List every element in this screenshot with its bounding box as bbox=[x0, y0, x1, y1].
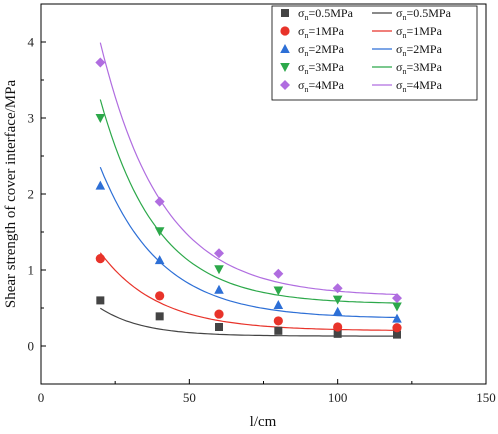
legend-value: =4MPa bbox=[406, 78, 442, 92]
legend-subscript: n bbox=[304, 49, 308, 58]
fit-curve-4 bbox=[99, 42, 398, 296]
y-tick-label: 4 bbox=[28, 35, 35, 50]
legend-value: =1MPa bbox=[308, 24, 344, 38]
legend-symbol: σ bbox=[298, 24, 305, 38]
legend-symbol: σ bbox=[396, 60, 403, 74]
fit-curves bbox=[99, 42, 398, 337]
data-point bbox=[155, 312, 164, 321]
data-point bbox=[95, 114, 106, 123]
data-point bbox=[95, 254, 105, 264]
legend-value: =0.5MPa bbox=[406, 6, 451, 20]
legend-symbol: σ bbox=[298, 60, 305, 74]
data-point bbox=[154, 255, 165, 265]
axis-ticks: 0 50 100 150 0 1 2 3 4 bbox=[28, 35, 496, 406]
data-point bbox=[154, 227, 165, 237]
fit-curve-0 bbox=[99, 307, 397, 337]
legend-subscript: n bbox=[402, 67, 406, 76]
legend-fit-label: σn=1MPa bbox=[396, 24, 443, 40]
legend-marker bbox=[280, 44, 290, 53]
x-tick-label: 0 bbox=[38, 390, 45, 405]
legend-fit-label: σn=3MPa bbox=[396, 60, 443, 76]
data-point bbox=[155, 291, 165, 301]
legend-fit-label: σn=4MPa bbox=[396, 78, 443, 94]
x-tick-label: 50 bbox=[183, 390, 196, 405]
x-axis-title: l/cm bbox=[250, 414, 277, 430]
data-point bbox=[214, 248, 224, 259]
legend-label: σn=3MPa bbox=[298, 60, 345, 76]
data-point bbox=[214, 265, 224, 275]
legend-symbol: σ bbox=[298, 6, 305, 20]
legend-marker bbox=[280, 26, 290, 36]
x-tick-label: 150 bbox=[476, 390, 496, 405]
data-point bbox=[154, 196, 165, 207]
legend-marker bbox=[280, 80, 290, 90]
legend-fit-label: σn=2MPa bbox=[396, 42, 443, 58]
y-tick-label: 3 bbox=[28, 111, 35, 126]
data-point bbox=[332, 295, 343, 305]
legend-label: σn=4MPa bbox=[298, 78, 345, 94]
data-point bbox=[273, 316, 283, 326]
fit-curve-2 bbox=[99, 166, 398, 319]
legend-subscript: n bbox=[402, 49, 406, 58]
legend-subscript: n bbox=[304, 31, 308, 40]
data-point bbox=[214, 284, 224, 294]
legend-symbol: σ bbox=[298, 78, 305, 92]
legend-box bbox=[271, 5, 478, 101]
y-tick-label: 1 bbox=[28, 263, 35, 278]
data-point bbox=[273, 268, 284, 279]
data-point bbox=[333, 322, 343, 332]
data-point bbox=[214, 309, 224, 319]
y-tick-label: 2 bbox=[28, 187, 35, 202]
legend-value: =0.5MPa bbox=[308, 6, 353, 20]
legend-subscript: n bbox=[402, 13, 406, 22]
data-point bbox=[273, 299, 284, 309]
legend-subscript: n bbox=[304, 67, 308, 76]
legend-value: =3MPa bbox=[308, 60, 344, 74]
legend-marker bbox=[281, 9, 289, 17]
data-point bbox=[215, 323, 223, 331]
data-point bbox=[332, 306, 343, 316]
legend-symbol: σ bbox=[396, 42, 403, 56]
legend-subscript: n bbox=[402, 31, 406, 40]
legend-label: σn=1MPa bbox=[298, 24, 345, 40]
legend-value: =3MPa bbox=[406, 60, 442, 74]
legend-subscript: n bbox=[304, 85, 308, 94]
legend-fit-label: σn=0.5MPa bbox=[396, 6, 452, 22]
legend-value: =4MPa bbox=[308, 78, 344, 92]
data-point bbox=[392, 313, 402, 323]
data-point bbox=[273, 286, 284, 296]
y-tick-label: 0 bbox=[28, 339, 35, 354]
legend-label: σn=0.5MPa bbox=[298, 6, 354, 22]
fit-curve-3 bbox=[99, 99, 398, 304]
legend-subscript: n bbox=[402, 85, 406, 94]
legend-label: σn=2MPa bbox=[298, 42, 345, 58]
legend-symbol: σ bbox=[396, 78, 403, 92]
legend-value: =2MPa bbox=[406, 42, 442, 56]
legend-subscript: n bbox=[304, 13, 308, 22]
y-axis-title: Shear strength of cover interface/MPa bbox=[3, 80, 19, 309]
data-point bbox=[392, 302, 402, 312]
data-point bbox=[95, 180, 106, 190]
legend-value: =2MPa bbox=[308, 42, 344, 56]
data-points bbox=[95, 57, 402, 339]
data-point bbox=[333, 329, 342, 338]
legend-marker bbox=[280, 63, 290, 72]
data-point bbox=[96, 296, 105, 305]
legend-symbol: σ bbox=[396, 24, 403, 38]
data-point bbox=[392, 323, 402, 333]
x-tick-label: 100 bbox=[328, 390, 348, 405]
legend-value: =1MPa bbox=[406, 24, 442, 38]
fit-curve-1 bbox=[99, 252, 397, 331]
data-point bbox=[332, 283, 343, 294]
data-point bbox=[392, 293, 402, 304]
data-point bbox=[274, 326, 283, 335]
data-point bbox=[95, 57, 106, 68]
legend-symbol: σ bbox=[396, 6, 403, 20]
data-point bbox=[393, 330, 401, 339]
legend-symbol: σ bbox=[298, 42, 305, 56]
